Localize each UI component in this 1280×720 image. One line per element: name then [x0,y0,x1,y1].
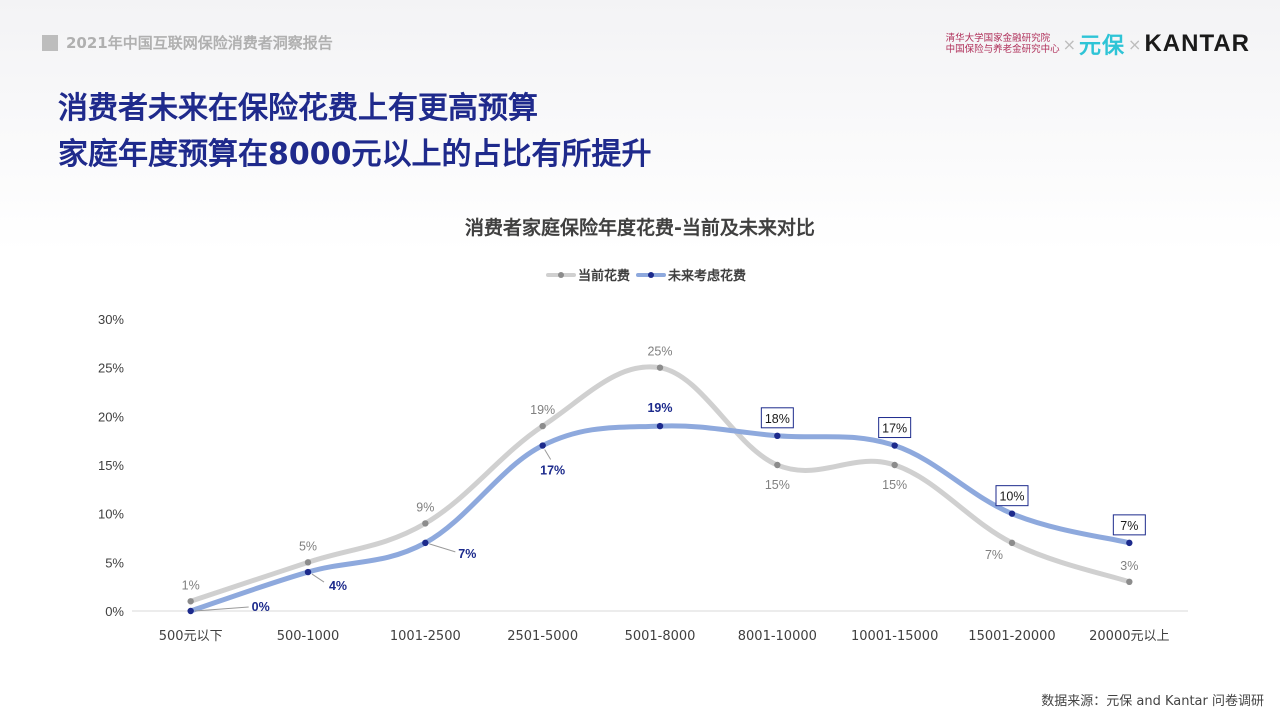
x-tick-label: 1001-2500 [390,629,461,644]
data-point-0 [539,422,546,430]
institute-logo: 清华大学国家金融研究院 中国保险与养老金研究中心 [946,33,1060,55]
data-point-1 [1008,510,1016,517]
label-leader-line [544,449,552,460]
data-label-box [760,407,794,429]
label-leader-line [194,606,249,612]
data-source: 数据来源：元保 and Kantar 问卷调研 [1041,694,1264,709]
data-point-0 [656,364,664,371]
label-leader-line [429,543,456,553]
headline: 消费者未来在保险花费上有更高预算 家庭年度预算在8000元以上的占比有所提升 [58,86,652,178]
data-label-future: 17% [882,422,907,436]
data-label-current: 25% [647,345,672,359]
data-point-0 [1008,539,1016,547]
data-label-box [878,417,912,439]
data-label-future: 0% [252,600,270,614]
data-label-future: 17% [540,464,565,478]
x-tick-label: 8001-10000 [738,629,817,644]
x-tick-label: 5001-8000 [625,629,696,644]
data-label-future: 7% [458,547,476,561]
data-label-future: 18% [765,412,790,426]
times-separator-2: × [1128,34,1142,54]
data-point-0 [187,598,194,605]
data-point-0 [1126,578,1133,585]
x-tick-label: 2501-5000 [507,629,578,644]
y-tick-label: 0% [105,604,124,619]
data-label-future: 4% [329,579,347,593]
data-point-1 [774,432,781,439]
data-label-future: 19% [647,401,672,415]
headline-line1: 消费者未来在保险花费上有更高预算 [58,91,538,126]
data-label-current: 7% [985,548,1003,562]
legend-label-0: 当前花费 [578,268,630,284]
data-label-box [1112,514,1146,536]
data-point-1 [656,422,664,430]
label-leader-line [311,573,325,583]
data-label-future: 7% [1120,519,1138,533]
report-header: 2021年中国互联网保险消费者洞察报告 [42,32,333,53]
x-tick-label: 15001-20000 [968,629,1055,644]
data-point-1 [187,607,194,615]
institute-line2: 中国保险与养老金研究中心 [945,44,1060,55]
legend-marker-1 [648,272,654,278]
y-tick-label: 15% [98,458,124,473]
y-tick-label: 5% [105,555,124,570]
data-point-0 [774,461,781,469]
x-tick-label: 500元以下 [159,629,223,644]
series-line-1 [188,423,1132,614]
data-point-0 [422,520,429,527]
kantar-logo: KANTAR [1144,30,1250,57]
legend-label-1: 未来考虑花费 [667,268,746,284]
x-tick-label: 500-1000 [277,629,340,644]
data-label-current: 15% [765,478,790,492]
data-label-current: 3% [1120,559,1138,573]
report-title: 2021年中国互联网保险消费者洞察报告 [66,34,333,52]
data-label-current: 19% [530,403,555,417]
data-label-current: 1% [182,578,200,592]
data-label-future: 10% [999,490,1024,504]
data-point-1 [304,568,312,576]
headline-line2: 家庭年度预算在8000元以上的占比有所提升 [58,137,652,172]
partner-logos: 清华大学国家金融研究院 中国保险与养老金研究中心 × 元保 × KANTAR [946,28,1250,60]
data-label-current: 5% [299,539,317,553]
x-tick-label: 20000元以上 [1089,629,1169,644]
data-point-1 [891,442,898,449]
times-separator: × [1062,34,1077,54]
data-point-1 [1126,539,1133,547]
chart-title: 消费者家庭保险年度花费-当前及未来对比 [465,216,815,239]
data-label-current: 15% [882,478,907,492]
yuanbao-logo: 元保 [1079,34,1126,59]
y-tick-label: 20% [98,409,124,424]
y-tick-label: 25% [98,361,124,376]
data-point-1 [422,539,429,547]
legend-marker-0 [558,272,564,278]
data-point-0 [891,461,898,469]
data-label-current: 9% [416,500,434,514]
y-tick-label: 30% [98,312,124,327]
header-square-icon [42,34,58,51]
y-tick-label: 10% [98,507,124,522]
x-tick-label: 10001-15000 [851,629,938,644]
data-point-1 [539,442,546,449]
institute-line1: 清华大学国家金融研究院 [945,33,1051,44]
data-label-box [995,485,1029,507]
data-point-0 [304,559,312,566]
